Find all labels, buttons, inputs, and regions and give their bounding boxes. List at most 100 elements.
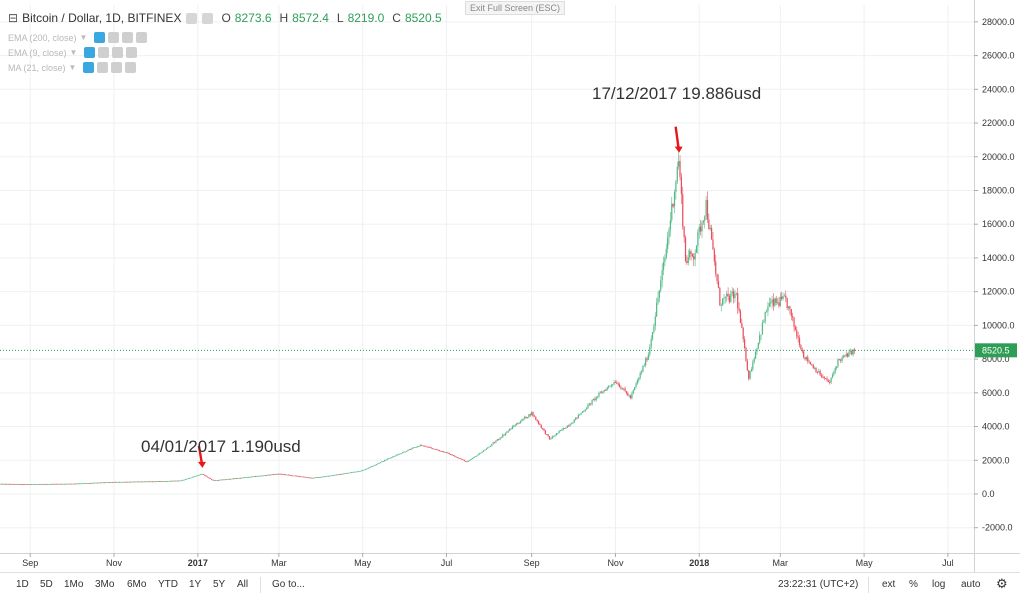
timeframe-1y[interactable]: 1Y xyxy=(189,579,202,590)
candle-body xyxy=(33,484,35,485)
candle-body xyxy=(485,448,487,450)
candle-body xyxy=(834,368,836,372)
candle-body xyxy=(279,473,281,475)
candle-body xyxy=(683,226,685,238)
candle-body xyxy=(406,451,408,452)
candle-body xyxy=(235,478,237,480)
plus-icon[interactable] xyxy=(111,62,123,73)
candle-body xyxy=(484,449,486,451)
candle-body xyxy=(845,353,847,357)
candle-body xyxy=(327,475,329,477)
timeframe-1mo[interactable]: 1Mo xyxy=(64,579,84,590)
candle-body xyxy=(3,483,5,485)
indicator-ema-9[interactable]: EMA (9, close) ▼ xyxy=(8,47,138,58)
timeframe-1d[interactable]: 1D xyxy=(16,579,29,590)
candle-body xyxy=(753,358,755,363)
goto-button[interactable]: Go to... xyxy=(272,579,305,590)
candle-body xyxy=(257,475,259,477)
candle-body xyxy=(37,484,40,485)
candle-body xyxy=(536,419,538,421)
candle-body xyxy=(187,478,189,480)
candle-body xyxy=(704,216,706,221)
candles-group xyxy=(0,150,856,486)
candle-body xyxy=(139,481,141,483)
candle-body xyxy=(804,357,806,360)
percent-toggle[interactable]: % xyxy=(909,579,918,590)
candle-body xyxy=(462,459,464,461)
candle-body xyxy=(752,362,754,370)
eye-icon[interactable] xyxy=(83,62,95,73)
close-icon[interactable] xyxy=(126,47,138,58)
candle-body xyxy=(554,435,556,437)
candle-body xyxy=(353,471,356,473)
candle-body xyxy=(463,459,465,461)
price-chart[interactable]: -2000.0 0.0 2000.0 4000.0 6000.0 8000.0 10000.… xyxy=(0,0,1020,572)
candle-body xyxy=(22,484,24,485)
plus-icon[interactable] xyxy=(112,47,124,58)
candle-body xyxy=(690,251,692,255)
collapse-legend-icon[interactable]: ⊟ xyxy=(8,11,19,25)
chevron-down-icon[interactable]: ▼ xyxy=(69,48,78,57)
indicator-ema-200[interactable]: EMA (200, close) ▼ xyxy=(8,32,148,43)
candle-body xyxy=(195,475,198,477)
candle-body xyxy=(57,483,59,485)
candle-body xyxy=(256,476,258,477)
candle-body xyxy=(786,298,788,309)
candle-body xyxy=(459,458,461,459)
indicator-label: EMA (200, close) xyxy=(8,32,77,43)
ext-toggle[interactable]: ext xyxy=(882,579,896,590)
candle-body xyxy=(223,479,225,481)
settings-icon[interactable] xyxy=(108,32,120,43)
candle-body xyxy=(243,477,246,479)
candle-body xyxy=(344,473,346,475)
candle-body xyxy=(607,386,610,388)
candle-body xyxy=(430,447,432,449)
candle-body xyxy=(423,445,426,447)
log-toggle[interactable]: log xyxy=(932,579,946,590)
candle-body xyxy=(443,451,445,453)
candle-body xyxy=(90,482,92,484)
candle-body xyxy=(506,431,508,434)
timeframe-6mo[interactable]: 6Mo xyxy=(127,579,147,590)
symbol-visibility-icon[interactable] xyxy=(186,12,198,24)
candle-body xyxy=(296,475,298,477)
plus-icon[interactable] xyxy=(122,32,134,43)
settings-icon[interactable] xyxy=(98,47,110,58)
candle-body xyxy=(721,298,724,306)
candle-body xyxy=(70,483,73,485)
candle-body xyxy=(730,293,732,302)
timeframe-ytd[interactable]: YTD xyxy=(158,579,178,590)
settings-icon[interactable] xyxy=(97,62,109,73)
candle-body xyxy=(669,220,672,230)
candle-body xyxy=(151,481,154,483)
candle-body xyxy=(749,371,751,379)
auto-toggle[interactable]: auto xyxy=(961,579,981,590)
candle-body xyxy=(451,454,453,456)
candle-body xyxy=(212,479,214,481)
candle-body xyxy=(155,481,158,482)
eye-icon[interactable] xyxy=(84,47,96,58)
candle-body xyxy=(191,476,193,478)
chevron-down-icon[interactable]: ▼ xyxy=(79,33,88,42)
candle-body xyxy=(2,483,4,485)
chevron-down-icon[interactable]: ▼ xyxy=(68,63,77,72)
gear-icon[interactable]: ⚙ xyxy=(996,576,1008,591)
candle-body xyxy=(66,483,68,485)
eye-icon[interactable] xyxy=(94,32,106,43)
candle-body xyxy=(825,378,827,379)
timeframe-3mo[interactable]: 3Mo xyxy=(95,579,115,590)
timeframe-5y[interactable]: 5Y xyxy=(213,579,226,590)
close-icon[interactable] xyxy=(136,32,148,43)
candle-body xyxy=(55,483,57,485)
candle-body xyxy=(154,481,156,483)
exit-fullscreen-button[interactable]: Exit Full Screen (ESC) xyxy=(465,1,566,15)
symbol-settings-icon[interactable] xyxy=(202,12,214,24)
candle-body xyxy=(675,181,677,193)
candle-body xyxy=(338,474,340,475)
candle-body xyxy=(59,483,62,485)
timeframe-5d[interactable]: 5D xyxy=(40,579,53,590)
candle-body xyxy=(221,479,224,481)
timeframe-all[interactable]: All xyxy=(237,579,249,590)
close-icon[interactable] xyxy=(125,62,137,73)
indicator-ma-21[interactable]: MA (21, close) ▼ xyxy=(8,62,137,73)
